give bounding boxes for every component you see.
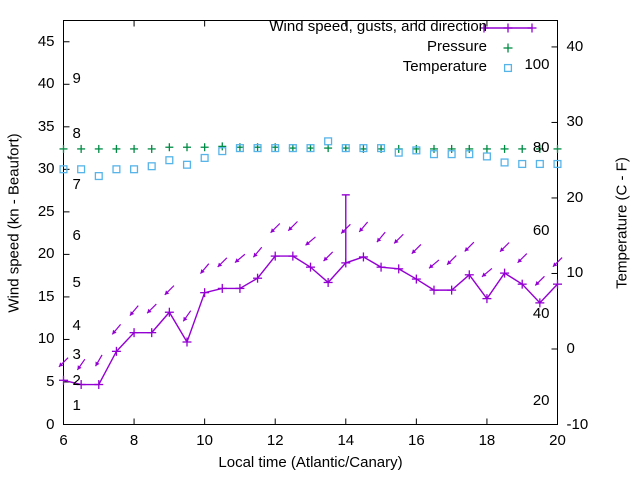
x-tick-label: 12 <box>266 431 284 449</box>
x-tick-label: 14 <box>337 431 355 449</box>
y2-tick-label: -10 <box>566 415 589 433</box>
y-tick-label: 45 <box>37 32 55 50</box>
wind-direction-arrow <box>270 223 281 234</box>
y-tick-label: 40 <box>37 75 55 93</box>
x-tick-label: 10 <box>196 431 213 449</box>
wind-direction-arrow <box>182 310 192 322</box>
wind-direction-arrow <box>287 221 298 232</box>
legend-label: Temperature <box>402 58 487 75</box>
wind-direction-arrow <box>305 236 316 246</box>
legend-label: Wind speed, gusts, and direction <box>269 18 487 35</box>
y-tick-label: 30 <box>37 160 55 178</box>
x-tick-label: 6 <box>59 431 68 449</box>
y-tick-label: 15 <box>37 287 55 305</box>
wind-direction-arrow <box>464 241 475 252</box>
plot-frame <box>63 20 558 425</box>
series-pressure <box>59 142 562 153</box>
legend-marker <box>503 63 513 73</box>
fahrenheit-label: 60 <box>532 221 550 239</box>
legend-marker <box>503 43 513 53</box>
beaufort-label: 8 <box>72 125 81 143</box>
wind-direction-arrow <box>534 275 545 286</box>
wind-direction-arrow <box>358 221 369 233</box>
x-tick-label: 16 <box>408 431 425 449</box>
y-tick-label: 0 <box>46 415 55 433</box>
x-tick-label: 18 <box>478 431 496 449</box>
wind-direction-arrow <box>164 285 175 296</box>
y2-tick-label: 20 <box>566 188 584 206</box>
wind-direction-arrow <box>323 251 334 262</box>
wind-direction-arrow <box>129 305 139 317</box>
wind-direction-arrow <box>517 253 528 264</box>
wind-direction-arrow <box>376 231 386 243</box>
wind-direction-arrow <box>552 257 563 268</box>
wind-direction-arrow <box>58 357 69 368</box>
fahrenheit-label: 20 <box>532 391 550 409</box>
series-temperature <box>59 137 562 181</box>
beaufort-label: 1 <box>72 397 81 415</box>
x-tick-label: 8 <box>129 431 139 449</box>
y2-tick-label: 0 <box>566 339 575 357</box>
wind-direction-arrow <box>111 323 122 335</box>
wind-direction-arrow <box>446 255 457 266</box>
wind-direction-arrow <box>340 223 351 234</box>
fahrenheit-label: 40 <box>532 305 550 322</box>
wind-direction-arrow <box>499 242 510 253</box>
wind-direction-arrow <box>234 253 246 264</box>
wind-direction-arrow <box>76 358 86 371</box>
beaufort-label: 6 <box>72 227 81 245</box>
y-tick-label: 20 <box>37 245 55 263</box>
y-tick-label: 35 <box>37 117 55 135</box>
wind-direction-arrow <box>481 267 493 278</box>
y-tick-label: 5 <box>46 372 55 390</box>
beaufort-label: 5 <box>72 274 81 292</box>
y-tick-label: 10 <box>37 330 55 348</box>
wind-direction-arrow <box>200 263 210 275</box>
beaufort-label: 3 <box>72 346 81 364</box>
y2-axis-title: Temperature (C - F) <box>613 156 631 289</box>
beaufort-label: 2 <box>72 371 81 389</box>
beaufort-label: 7 <box>72 176 81 194</box>
wind-direction-arrow <box>146 303 157 314</box>
wind-direction-arrow <box>411 244 422 255</box>
legend-label: Pressure <box>426 38 487 55</box>
legend-marker <box>479 23 537 33</box>
wind-direction-arrow <box>393 233 404 244</box>
x-tick-label: 20 <box>549 431 566 449</box>
fahrenheit-label: 100 <box>524 55 550 73</box>
series-wind <box>58 194 563 390</box>
wind-direction-arrow <box>217 257 228 268</box>
y-tick-label: 25 <box>37 202 55 220</box>
x-axis-title: Local time (Atlantic/Canary) <box>218 453 403 471</box>
wind-direction-arrow <box>95 354 103 367</box>
y2-tick-label: 10 <box>566 264 584 282</box>
beaufort-label: 4 <box>72 316 81 334</box>
fahrenheit-label: 80 <box>532 138 550 156</box>
wind-direction-arrow <box>428 259 440 269</box>
y2-tick-label: 30 <box>566 113 584 131</box>
wind-direction-arrow <box>252 246 263 258</box>
beaufort-label: 9 <box>72 70 81 88</box>
y2-tick-label: 40 <box>566 37 584 55</box>
y-axis-title: Wind speed (kn - Beaufort) <box>5 132 23 313</box>
